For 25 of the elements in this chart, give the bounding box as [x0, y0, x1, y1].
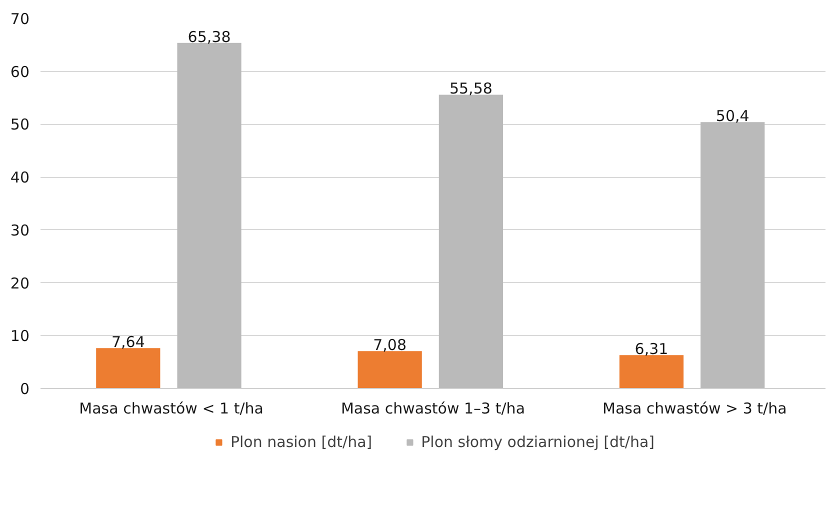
data-label: 50,4 [716, 107, 750, 126]
legend-label: Plon nasion [dt/ha] [230, 433, 372, 451]
data-label: 65,38 [188, 28, 231, 46]
x-tick-label: Masa chwastów > 3 t/ha [602, 400, 787, 418]
y-tick-label: 20 [10, 274, 30, 292]
x-tick-label: Masa chwastów 1–3 t/ha [340, 400, 526, 418]
legend-label: Plon słomy odziarnionej [dt/ha] [421, 433, 655, 451]
bar [619, 355, 684, 388]
y-tick-label: 10 [10, 327, 30, 346]
y-tick-label: 50 [10, 116, 30, 134]
bar [96, 348, 160, 388]
data-label: 7,08 [373, 336, 407, 354]
bar [358, 351, 422, 388]
bar [177, 42, 242, 388]
data-label: 7,64 [111, 333, 145, 352]
y-tick-label: 60 [10, 62, 30, 81]
data-label: 6,31 [634, 340, 668, 358]
bar [438, 94, 503, 388]
y-tick-label: 70 [10, 10, 30, 28]
y-tick-label: 40 [10, 168, 30, 187]
y-tick-label: 30 [10, 221, 30, 240]
x-tick-label: Masa chwastów < 1 t/ha [79, 400, 264, 418]
y-tick-label: 0 [20, 380, 30, 398]
data-label: 55,58 [449, 80, 492, 98]
bar [700, 122, 765, 388]
